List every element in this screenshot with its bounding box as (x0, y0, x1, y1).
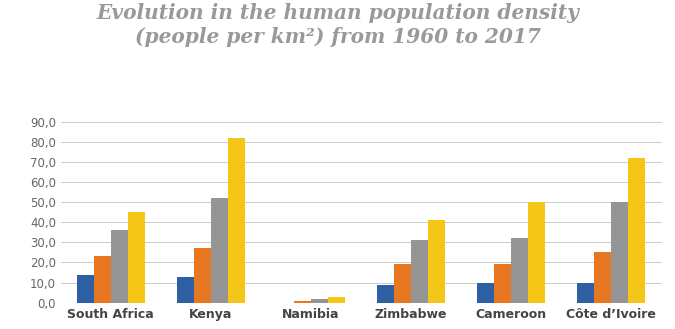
Bar (228, 138, 245, 303)
Text: Evolution in the human population density
(people per km²) from 1960 to 2017: Evolution in the human population densit… (96, 3, 579, 47)
Bar (411, 240, 428, 303)
Bar (494, 265, 512, 303)
Bar (177, 277, 194, 303)
Bar (311, 299, 328, 303)
Bar (294, 301, 311, 303)
Bar (529, 202, 545, 303)
Bar (428, 220, 446, 303)
Bar (211, 198, 228, 303)
Bar (128, 212, 145, 303)
Bar (628, 158, 645, 303)
Bar (577, 283, 595, 303)
Bar (328, 297, 345, 303)
Bar (111, 230, 128, 303)
Bar (512, 238, 529, 303)
Bar (194, 248, 211, 303)
Bar (394, 265, 411, 303)
Bar (477, 283, 494, 303)
Bar (595, 252, 612, 303)
Bar (77, 274, 94, 303)
Bar (377, 285, 394, 303)
Bar (94, 256, 111, 303)
Bar (612, 202, 628, 303)
